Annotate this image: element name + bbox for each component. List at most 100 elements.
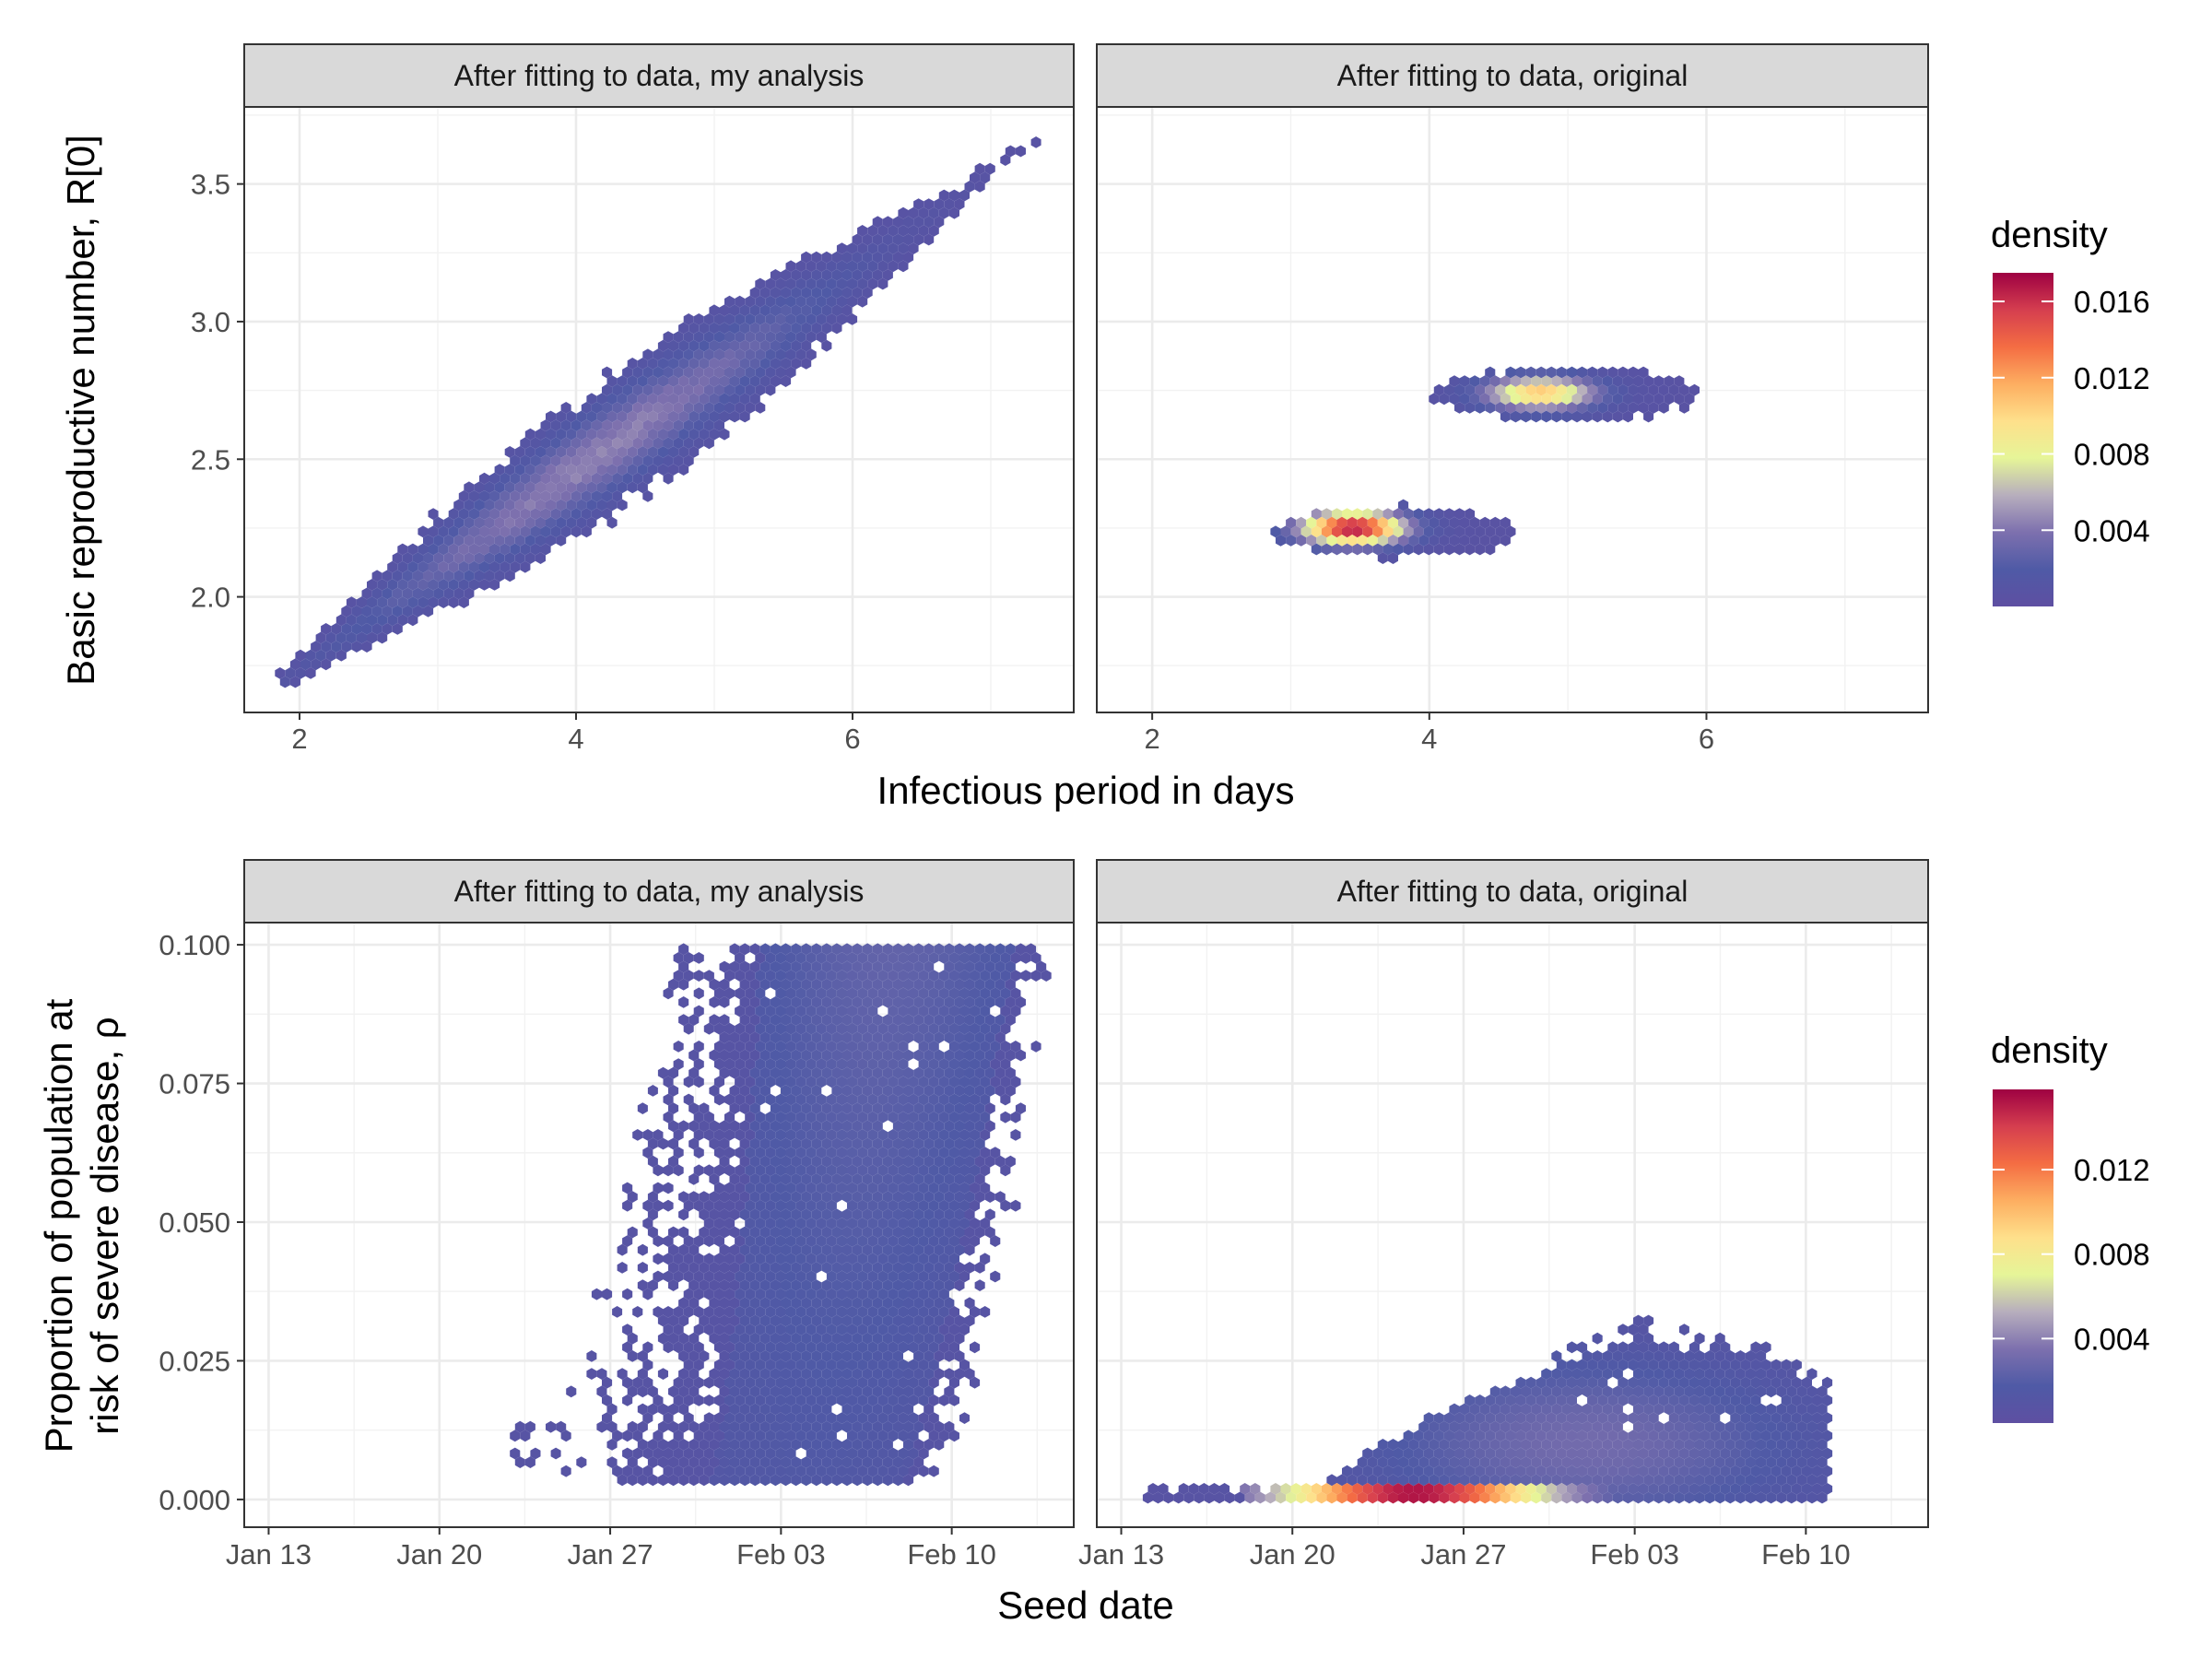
hexbin — [872, 233, 883, 246]
hexbin — [745, 1111, 756, 1124]
hexbin — [1449, 1456, 1460, 1468]
hexbin — [1607, 1447, 1618, 1460]
hexbin — [918, 1058, 929, 1070]
hexbin — [709, 1137, 720, 1150]
hexbin — [729, 1439, 740, 1451]
hexbin — [524, 552, 535, 564]
hexbin — [826, 1341, 837, 1354]
hexbin — [785, 1324, 796, 1335]
hexbin — [418, 596, 429, 608]
hexbin — [392, 552, 403, 564]
hexbin — [1796, 1420, 1807, 1433]
hexbin — [852, 1173, 863, 1185]
hexbin — [765, 1005, 776, 1018]
hexbin — [703, 1199, 714, 1212]
hexbin — [1776, 1456, 1787, 1468]
hexbin — [924, 198, 935, 210]
hexbin — [622, 1376, 633, 1389]
hexbin — [1469, 375, 1480, 387]
hexbin — [1622, 1474, 1633, 1487]
hexbin — [821, 1350, 832, 1362]
hexbin — [1265, 1491, 1276, 1504]
hexbin — [847, 277, 858, 290]
hexbin — [1357, 535, 1368, 547]
hexbin — [841, 1314, 853, 1327]
hexbin — [739, 1226, 750, 1239]
hexbin — [755, 1253, 766, 1265]
hexbin — [806, 1111, 817, 1124]
hexbin — [1796, 1403, 1807, 1416]
hexbin — [847, 1253, 858, 1265]
hexbin — [1688, 1376, 1700, 1389]
hexbin — [735, 987, 746, 1000]
hexbin — [663, 1182, 674, 1194]
hexbin — [745, 1412, 756, 1424]
hexbin — [1525, 1447, 1536, 1460]
hexbin — [1791, 1465, 1802, 1477]
hexbin — [1000, 154, 1011, 166]
hexbin — [688, 446, 700, 458]
hexbin — [903, 1420, 914, 1433]
hexbin — [647, 1439, 658, 1451]
hexbin — [1510, 1456, 1521, 1468]
hexbin — [944, 198, 955, 210]
hexbin — [892, 1120, 903, 1133]
hexbin — [765, 970, 776, 982]
hexbin — [596, 393, 607, 406]
hexbin — [1571, 1456, 1583, 1468]
hexbin — [1443, 543, 1454, 556]
hexbin — [606, 393, 618, 406]
hexbin — [795, 1306, 806, 1318]
hexbin — [1766, 1491, 1777, 1504]
hexbin — [668, 464, 679, 476]
hexbin — [785, 1199, 796, 1212]
hexbin — [739, 1420, 750, 1433]
hexbin — [1439, 1439, 1450, 1451]
hexbin — [642, 419, 653, 431]
hexbin — [709, 1173, 720, 1185]
hexbin — [1326, 516, 1337, 529]
hexbin — [775, 1465, 786, 1477]
hexbin — [821, 1297, 832, 1310]
hexbin — [729, 304, 740, 317]
hexbin — [484, 570, 495, 582]
hexbin — [806, 1394, 817, 1406]
hexbin — [361, 623, 372, 635]
hexbin — [504, 481, 515, 494]
hexbin — [699, 1456, 710, 1468]
hexbin — [759, 1439, 771, 1451]
hexbin — [566, 428, 577, 441]
hexbin — [1750, 1341, 1761, 1354]
hexbin — [811, 1297, 822, 1310]
hexbin — [765, 1164, 776, 1177]
hexbin — [1638, 1483, 1649, 1495]
hexbin — [1760, 1376, 1771, 1389]
hexbin — [657, 339, 668, 352]
hexbin — [668, 1332, 679, 1345]
hexbin — [1587, 1394, 1598, 1406]
hexbin — [908, 1341, 919, 1354]
hexbin — [994, 996, 1006, 1008]
hexbin — [504, 570, 515, 582]
hexbin — [688, 1120, 700, 1133]
hexbin — [888, 1182, 899, 1194]
hexbin — [862, 1155, 873, 1168]
hexbin — [862, 1385, 873, 1398]
hexbin — [944, 1314, 955, 1327]
hexbin — [791, 1456, 802, 1468]
hexbin — [637, 1350, 648, 1362]
panel-border-bottom-right — [1096, 922, 1929, 1528]
hexbin — [770, 1102, 781, 1114]
hexbin — [781, 1474, 792, 1487]
hexbin — [984, 1155, 995, 1168]
hexbin — [678, 428, 689, 441]
hexbin — [1485, 1412, 1496, 1424]
hexbin — [816, 1218, 827, 1230]
hexbin — [882, 1332, 893, 1345]
hexbin — [535, 464, 546, 476]
hexbin — [1730, 1430, 1741, 1442]
panel-bottom-left: After fitting to data, my analysis — [243, 859, 1075, 1528]
hexbin — [795, 1076, 806, 1088]
hexbin — [836, 1005, 847, 1018]
hexbin — [739, 1456, 750, 1468]
